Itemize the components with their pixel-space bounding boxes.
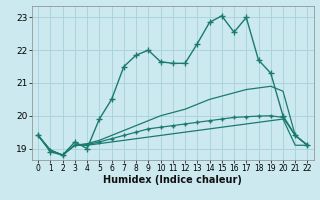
X-axis label: Humidex (Indice chaleur): Humidex (Indice chaleur) <box>103 175 242 185</box>
